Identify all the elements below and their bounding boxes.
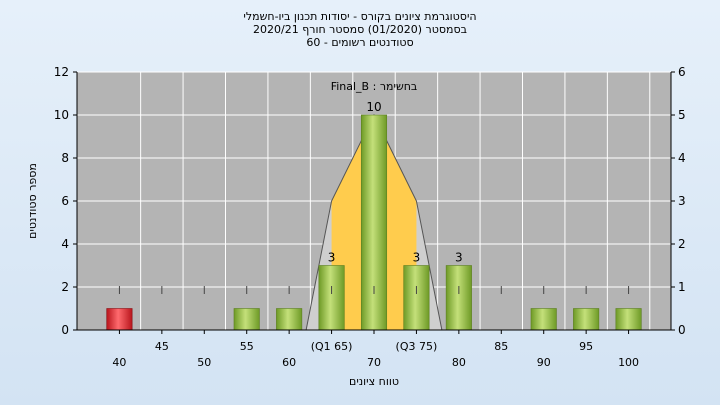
bar	[276, 308, 303, 331]
x-tick-label: 80	[452, 356, 466, 369]
bar	[403, 265, 430, 331]
bar-value-label: 3	[455, 251, 463, 265]
y2-tick-label: 5	[678, 108, 686, 122]
x-tick-label: 85	[494, 340, 508, 353]
y-tick-label: 6	[61, 194, 69, 208]
x-tick-label: 90	[537, 356, 551, 369]
bar	[445, 265, 472, 331]
bar	[233, 308, 260, 331]
x-axis-label: טווח ציונים	[349, 375, 399, 388]
x-tick-label: 60	[282, 356, 296, 369]
x-tick-label: (Q1 65)	[311, 340, 353, 353]
x-tick-label: 95	[579, 340, 593, 353]
x-tick-label: 45	[155, 340, 169, 353]
x-tick-label: (Q3 75)	[396, 340, 438, 353]
y2-tick-label: 6	[678, 65, 686, 79]
bar	[318, 265, 345, 331]
y2-tick-label: 2	[678, 237, 686, 251]
y-tick-label: 0	[61, 323, 69, 337]
bar	[360, 114, 388, 331]
bar	[106, 308, 133, 331]
bar-value-label: 10	[366, 100, 381, 114]
y-tick-label: 8	[61, 151, 69, 165]
bar-value-label: 3	[413, 251, 421, 265]
y-tick-label: 12	[54, 65, 69, 79]
bar	[615, 308, 642, 331]
x-tick-label: 40	[112, 356, 126, 369]
x-tick-label: 55	[240, 340, 254, 353]
y-tick-label: 2	[61, 280, 69, 294]
y-axis-label: מספר סטודנטים	[26, 163, 39, 239]
chart-title: היסטוגרמת ציונים בקורס - יסודות תכנון בי…	[0, 10, 720, 49]
bar-value-label: 3	[328, 251, 336, 265]
x-tick-label: 70	[367, 356, 381, 369]
y2-tick-label: 1	[678, 280, 686, 294]
bar	[573, 308, 600, 331]
chart-annotation: Final_B : בחשימר	[331, 80, 418, 93]
x-tick-label: 100	[618, 356, 639, 369]
chart-title-line-2: בסמסטר (01/2020) סמסטר חורף 2020/21	[253, 23, 467, 36]
bar	[530, 308, 557, 331]
y-tick-label: 4	[61, 237, 69, 251]
chart-title-line-3: סטודנטים רשומים - 60	[306, 36, 414, 49]
y2-tick-label: 0	[678, 323, 686, 337]
x-tick-label: 50	[197, 356, 211, 369]
y2-tick-label: 4	[678, 151, 686, 165]
chart-title-line-1: היסטוגרמת ציונים בקורס - יסודות תכנון בי…	[243, 10, 477, 23]
y-tick-label: 10	[54, 108, 69, 122]
y2-tick-label: 3	[678, 194, 686, 208]
